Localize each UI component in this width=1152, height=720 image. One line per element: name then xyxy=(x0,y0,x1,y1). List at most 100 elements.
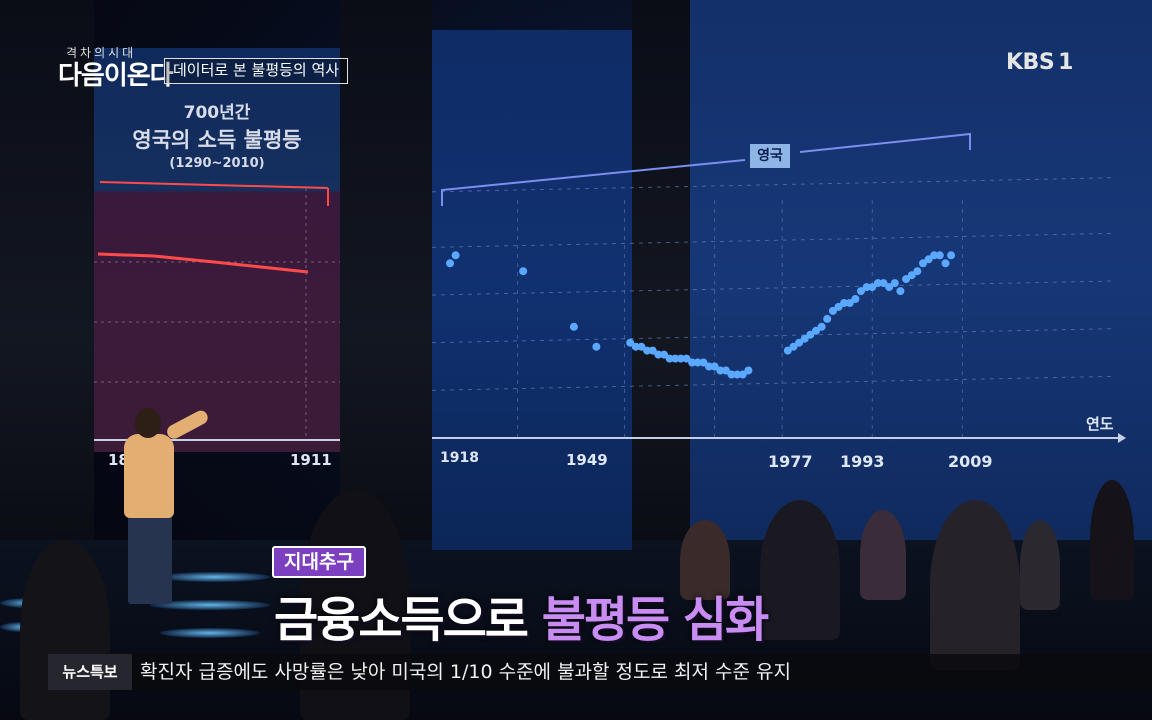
data-point xyxy=(783,346,792,355)
data-point xyxy=(806,330,815,339)
country-bracket-right xyxy=(799,132,971,153)
grid-line xyxy=(431,177,1113,193)
data-point xyxy=(817,322,826,331)
left-screen-title-line1: 700년간 xyxy=(183,103,251,123)
data-point xyxy=(896,287,905,296)
audience-silhouette xyxy=(680,520,730,600)
x-tick-label-1993: 1993 xyxy=(840,452,885,471)
program-title: 다음이온다 xyxy=(58,61,174,91)
x-axis-arrow xyxy=(1118,433,1126,443)
x-tick-label-1977: 1977 xyxy=(768,452,813,471)
ticker-label: 뉴스특보 xyxy=(48,654,132,690)
x-axis-title: 연도 xyxy=(1086,415,1114,433)
studio-pillar xyxy=(340,0,432,560)
data-point xyxy=(637,342,646,351)
data-point xyxy=(857,287,865,296)
data-point xyxy=(716,366,725,375)
data-point xyxy=(446,259,454,268)
grid-line xyxy=(431,328,1113,344)
data-point xyxy=(699,358,708,367)
left-x-label-start: 18 xyxy=(108,451,129,469)
data-point xyxy=(789,342,798,351)
audience-silhouette xyxy=(1020,520,1060,610)
presenter-body xyxy=(124,434,174,518)
data-point xyxy=(631,342,640,351)
data-point xyxy=(688,358,697,367)
data-point xyxy=(845,299,854,307)
data-point xyxy=(643,346,652,355)
headline-caption: 금융소득으로 불평등 심화 xyxy=(274,580,770,650)
data-point xyxy=(862,283,871,292)
center-video-wall xyxy=(432,30,632,550)
program-subtitle: 격차의시대 xyxy=(66,46,137,60)
data-point xyxy=(873,279,882,288)
kbs-logo-text: KBS xyxy=(1006,50,1055,75)
data-point xyxy=(919,259,927,268)
data-point xyxy=(671,354,680,363)
audience-silhouette xyxy=(930,500,1020,670)
floor-light xyxy=(150,600,270,610)
presenter-legs xyxy=(128,514,172,604)
headline-purple: 불평등 심화 xyxy=(541,592,770,648)
news-ticker: 뉴스특보 확진자 급증에도 사망률은 낮아 미국의 1/10 수준에 불과할 정… xyxy=(48,654,1152,690)
data-point xyxy=(733,370,742,379)
audience-silhouette xyxy=(20,540,110,720)
data-point xyxy=(519,267,528,276)
data-point xyxy=(941,259,950,268)
country-bracket-left xyxy=(441,159,746,206)
data-point xyxy=(890,279,899,288)
data-point xyxy=(744,366,753,375)
chart-points xyxy=(446,251,956,379)
data-point xyxy=(727,370,736,379)
left-screen-chart xyxy=(94,181,340,441)
segment-title: 데이터로 본 불평등의 역사 xyxy=(164,58,349,84)
data-point xyxy=(676,354,685,363)
data-point xyxy=(665,354,674,363)
x-tick-label-2009: 2009 xyxy=(948,452,993,471)
chart-grid xyxy=(431,177,1113,438)
data-point xyxy=(569,322,578,331)
data-point xyxy=(626,338,635,347)
headline-white: 금융소득으로 xyxy=(274,592,529,648)
grid-line xyxy=(431,375,1113,391)
data-point xyxy=(868,283,877,292)
studio-pillar xyxy=(632,0,690,560)
data-point xyxy=(451,251,460,260)
data-point xyxy=(913,267,922,276)
audience-silhouette xyxy=(860,510,906,600)
data-point xyxy=(947,251,956,260)
left-screen-title-line2: 영국의 소득 불평등 xyxy=(132,128,302,152)
data-point xyxy=(705,362,713,371)
data-point xyxy=(930,251,939,260)
data-point xyxy=(902,275,911,284)
country-label: 영국 xyxy=(750,144,790,168)
data-point xyxy=(907,271,916,280)
data-point xyxy=(648,346,657,355)
subtitle-tag: 지대추구 xyxy=(272,546,366,578)
ticker-text: 확진자 급증에도 사망률은 낮아 미국의 1/10 수준에 불과할 정도로 최저… xyxy=(140,661,791,683)
data-point xyxy=(812,326,820,335)
data-point xyxy=(682,354,691,363)
data-point xyxy=(721,366,730,375)
kbs-logo: KBS 1 xyxy=(1006,50,1073,75)
data-point xyxy=(710,362,719,371)
data-point xyxy=(660,350,668,359)
floor-light xyxy=(160,572,270,582)
data-point xyxy=(828,306,837,315)
data-point xyxy=(795,338,804,347)
studio-pillar xyxy=(0,0,94,560)
x-tick-label-1949: 1949 xyxy=(566,451,608,469)
left-x-label-1911: 1911 xyxy=(290,451,332,469)
presenter-head xyxy=(135,408,161,438)
data-point xyxy=(592,342,601,351)
audience-silhouette xyxy=(1090,480,1134,600)
left-screen-title-line3: (1290~2010) xyxy=(169,156,265,171)
grid-line xyxy=(431,280,1113,296)
data-point xyxy=(879,279,888,288)
data-point xyxy=(935,251,944,260)
grid-line xyxy=(431,232,1113,248)
floor-light xyxy=(160,628,260,638)
data-point xyxy=(885,283,894,292)
left-video-wall: 700년간 영국의 소득 불평등 (1290~2010) xyxy=(94,48,340,452)
